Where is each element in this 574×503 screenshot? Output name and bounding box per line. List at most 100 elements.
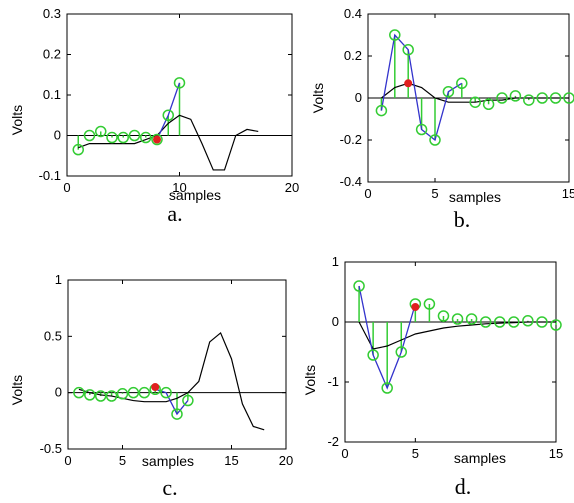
x-tick-label: 0 xyxy=(364,186,371,201)
stem-marker xyxy=(138,386,151,399)
y-tick-label: 0.4 xyxy=(344,6,362,21)
x-axis-label: samples xyxy=(449,189,501,205)
stem-marker xyxy=(402,43,414,56)
stem-marker xyxy=(523,94,535,106)
highlight-point xyxy=(151,383,160,392)
y-axis-label: Volts xyxy=(9,375,25,405)
x-tick-label: 20 xyxy=(285,180,299,195)
y-tick-label: 0 xyxy=(332,314,339,329)
stem-marker xyxy=(94,390,107,402)
x-tick-label: 10 xyxy=(172,180,186,195)
stem-marker xyxy=(415,123,428,136)
x-tick-label: 20 xyxy=(279,453,293,468)
stem-marker xyxy=(493,316,506,328)
stem-marker xyxy=(83,129,96,142)
stem-marker xyxy=(549,92,562,104)
stem-marker xyxy=(437,310,450,322)
stem-marker xyxy=(508,316,520,328)
stem-marker xyxy=(173,77,186,89)
stem-marker xyxy=(105,390,118,402)
x-axis-label: samples xyxy=(454,450,506,466)
stem-marker xyxy=(116,388,129,400)
y-tick-label: -0.2 xyxy=(340,132,362,147)
y-tick-label: 1 xyxy=(332,254,339,269)
x-axis-label: samples xyxy=(142,453,194,469)
x-tick-label: 5 xyxy=(412,446,419,461)
stem-marker xyxy=(469,96,481,108)
x-tick-label: 15 xyxy=(549,446,563,461)
x-tick-label: 0 xyxy=(341,446,348,461)
y-tick-label: 0 xyxy=(355,90,362,105)
stem-marker xyxy=(140,131,152,144)
stem-marker xyxy=(95,125,107,138)
panel-caption: c. xyxy=(162,475,177,500)
y-tick-label: 0.2 xyxy=(43,47,61,62)
stem-marker xyxy=(381,382,393,394)
stem-marker xyxy=(171,408,183,420)
stem-marker xyxy=(128,129,141,142)
black-curve xyxy=(78,114,259,171)
y-tick-label: 1 xyxy=(55,272,62,287)
stem-marker xyxy=(522,315,534,327)
y-tick-label: 0 xyxy=(54,128,61,143)
x-tick-label: 5 xyxy=(119,453,126,468)
stem-marker xyxy=(160,386,172,399)
stem-marker xyxy=(456,77,468,90)
stem-marker xyxy=(479,316,492,328)
y-tick-label: 0 xyxy=(55,385,62,400)
x-tick-label: 0 xyxy=(64,453,71,468)
stem-marker xyxy=(73,386,85,399)
stem-marker xyxy=(550,319,562,331)
panel-caption: d. xyxy=(455,474,472,499)
x-axis-label: samples xyxy=(169,187,221,203)
stem-marker xyxy=(106,131,118,144)
y-tick-label: -0.5 xyxy=(40,441,62,456)
highlight-point xyxy=(411,303,420,311)
panel-caption: b. xyxy=(454,207,471,232)
stem-marker xyxy=(465,313,478,325)
stem-marker xyxy=(151,133,163,146)
stem-marker xyxy=(482,98,495,111)
stem-marker xyxy=(84,389,96,401)
highlight-point xyxy=(153,135,161,144)
y-tick-label: -0.4 xyxy=(340,174,362,189)
blue-line xyxy=(156,82,181,140)
highlight-point xyxy=(404,79,413,88)
stem-marker xyxy=(182,394,194,407)
y-tick-label: -2 xyxy=(327,434,339,449)
stem-marker xyxy=(536,316,548,328)
plot-frame xyxy=(344,261,557,443)
stem-marker xyxy=(375,104,388,117)
y-axis-label: Volts xyxy=(310,83,326,113)
stem-marker xyxy=(423,298,436,310)
stem-marker xyxy=(451,313,464,325)
y-tick-label: 0.1 xyxy=(43,87,61,102)
blue-line xyxy=(358,285,416,390)
stem-marker xyxy=(127,386,140,399)
stem-marker xyxy=(353,280,365,292)
stem-marker xyxy=(563,92,574,104)
stem-marker xyxy=(536,92,548,104)
y-tick-label: 0.3 xyxy=(43,6,61,21)
stem-marker xyxy=(162,109,174,121)
y-tick-label: -0.1 xyxy=(39,168,61,183)
black-curve xyxy=(78,331,265,431)
stem-marker xyxy=(117,131,129,144)
stem-marker xyxy=(395,346,408,358)
y-axis-label: Volts xyxy=(302,365,318,395)
x-tick-label: 0 xyxy=(63,180,70,195)
x-tick-label: 15 xyxy=(224,453,238,468)
stem-marker xyxy=(442,85,455,98)
panel-b: -0.4 -0.2 0 0.2 0.4 0 5 15 Volts samples b. xyxy=(310,6,574,232)
stem-marker xyxy=(389,29,401,41)
stem-marker xyxy=(509,90,522,102)
blue-line xyxy=(380,33,463,142)
panel-d: -2 -1 0 1 0 5 15 Volts samples d. xyxy=(302,254,563,499)
y-tick-label: 0.5 xyxy=(44,328,62,343)
y-axis-label: Volts xyxy=(9,105,25,135)
y-tick-label: -1 xyxy=(327,374,339,389)
stem-marker xyxy=(496,92,508,104)
